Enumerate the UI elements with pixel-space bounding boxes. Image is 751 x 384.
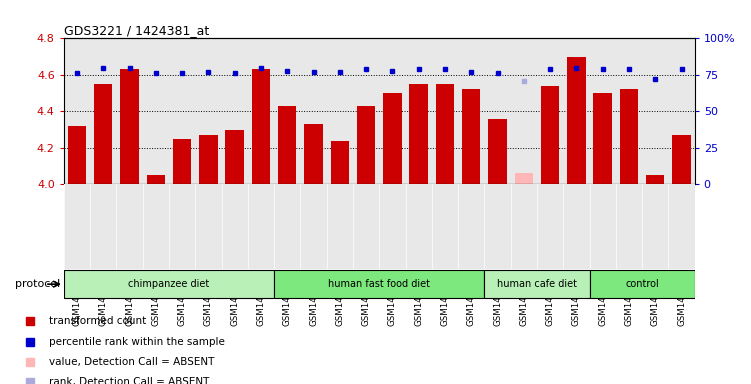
Bar (199, 135, 218, 184)
Bar (409, 84, 428, 184)
Bar (567, 56, 586, 184)
Bar (383, 93, 402, 184)
Text: GDS3221 / 1424381_at: GDS3221 / 1424381_at (64, 24, 209, 37)
Bar (327, 38, 353, 184)
Bar (484, 270, 590, 298)
Bar (116, 38, 143, 184)
Bar (432, 38, 458, 184)
Bar (511, 38, 537, 184)
Bar (458, 38, 484, 184)
Bar (484, 38, 511, 184)
Bar (304, 124, 323, 184)
Text: value, Detection Call = ABSENT: value, Detection Call = ABSENT (49, 358, 214, 367)
Bar (357, 106, 376, 184)
Bar (64, 270, 274, 298)
Bar (94, 84, 113, 184)
Bar (590, 270, 695, 298)
Bar (672, 135, 691, 184)
Bar (406, 38, 432, 184)
Bar (248, 38, 274, 184)
Bar (642, 38, 668, 184)
Text: human fast food diet: human fast food diet (328, 278, 430, 288)
Bar (225, 130, 244, 184)
Text: rank, Detection Call = ABSENT: rank, Detection Call = ABSENT (49, 377, 210, 384)
Bar (274, 38, 300, 184)
Bar (173, 139, 192, 184)
Bar (646, 175, 665, 184)
Bar (252, 70, 270, 184)
Bar (195, 38, 222, 184)
Bar (300, 38, 327, 184)
Bar (353, 38, 379, 184)
Bar (616, 38, 642, 184)
Bar (222, 38, 248, 184)
Bar (146, 175, 165, 184)
Bar (537, 38, 563, 184)
Bar (330, 141, 349, 184)
Bar (514, 174, 533, 184)
Text: transformed count: transformed count (49, 316, 146, 326)
Bar (143, 38, 169, 184)
Bar (590, 38, 616, 184)
Bar (274, 270, 484, 298)
Bar (169, 38, 195, 184)
Bar (668, 38, 695, 184)
Bar (90, 38, 116, 184)
Bar (120, 70, 139, 184)
Text: control: control (626, 278, 659, 288)
Bar (68, 126, 86, 184)
Bar (462, 89, 481, 184)
Bar (541, 86, 559, 184)
Bar (64, 38, 90, 184)
Bar (593, 93, 612, 184)
Bar (379, 38, 406, 184)
Text: chimpanzee diet: chimpanzee diet (128, 278, 210, 288)
Bar (563, 38, 590, 184)
Text: human cafe diet: human cafe diet (497, 278, 577, 288)
Bar (278, 106, 297, 184)
Bar (620, 89, 638, 184)
Text: protocol: protocol (15, 279, 60, 289)
Bar (436, 84, 454, 184)
Text: percentile rank within the sample: percentile rank within the sample (49, 337, 225, 347)
Bar (488, 119, 507, 184)
